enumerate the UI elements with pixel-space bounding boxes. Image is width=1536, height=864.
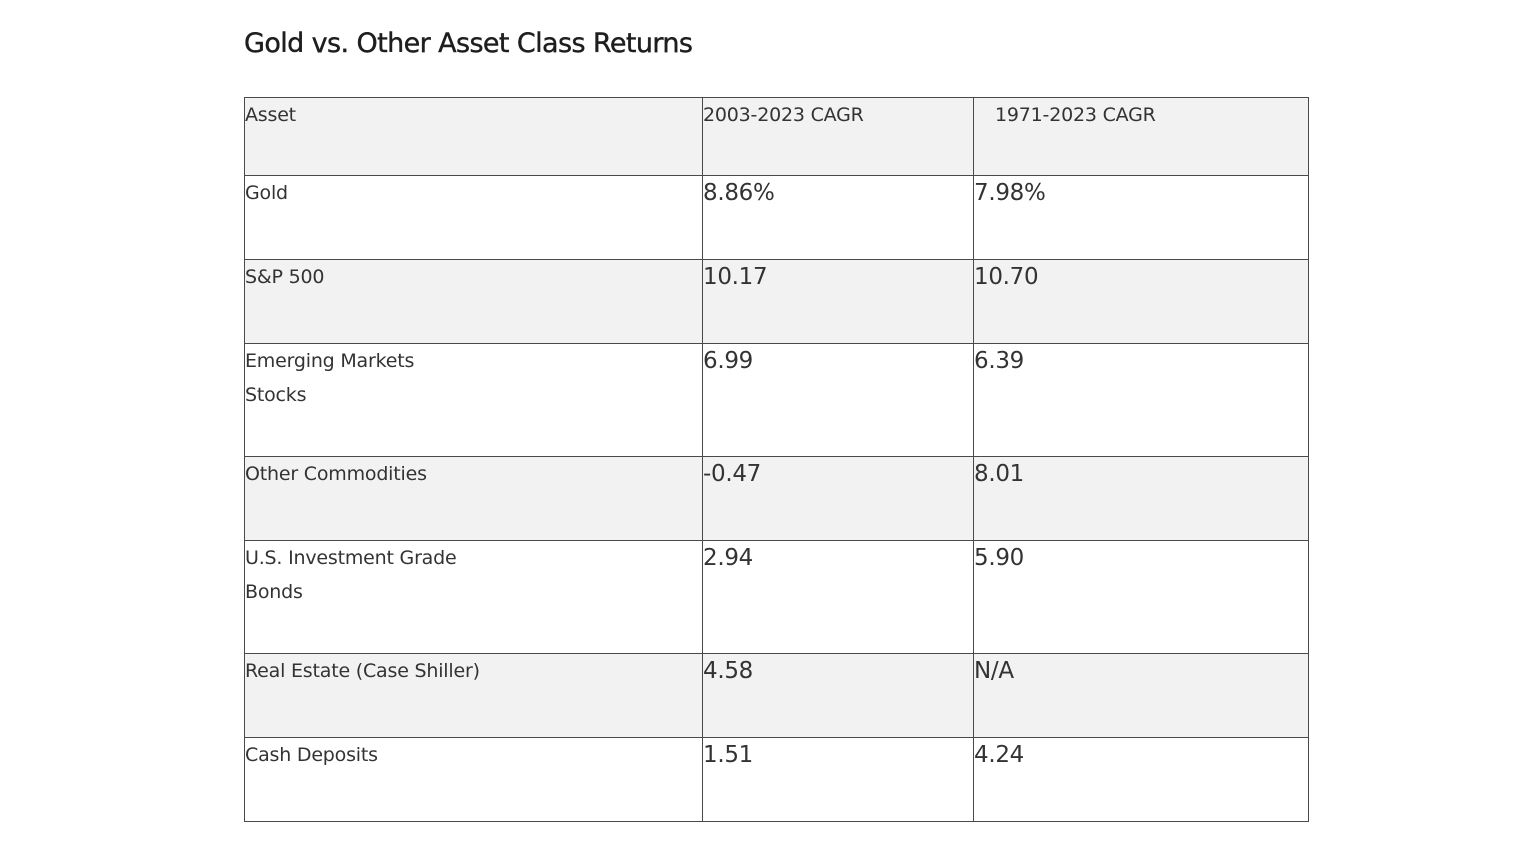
asset-name: Cash Deposits: [245, 744, 378, 766]
cagr-value: 8.01: [974, 461, 1025, 487]
header-cell-cagr-1971-2023: 1971-2023 CAGR: [973, 97, 1309, 176]
cagr-2003-2023-cell: 6.99: [702, 343, 974, 457]
cagr-value: 4.58: [703, 658, 754, 684]
cagr-value: 6.39: [974, 348, 1025, 374]
asset-name: Gold: [245, 182, 288, 204]
cagr-2003-2023-cell: 4.58: [702, 653, 974, 738]
header-cagr-2003-2023-label: 2003-2023 CAGR: [703, 104, 864, 126]
header-cell-cagr-2003-2023: 2003-2023 CAGR: [702, 97, 974, 176]
cagr-value: 10.17: [703, 264, 768, 290]
cagr-1971-2023-cell: 5.90: [973, 540, 1309, 654]
asset-name: S&P 500: [245, 266, 325, 288]
cagr-2003-2023-cell: 1.51: [702, 737, 974, 822]
header-cagr-1971-2023-label: 1971-2023 CAGR: [995, 104, 1156, 126]
table-row: Gold 8.86% 7.98%: [244, 175, 1309, 260]
asset-returns-table: Asset 2003-2023 CAGR 1971-2023 CAGR Gold…: [244, 97, 1309, 822]
cagr-value: 5.90: [974, 545, 1025, 571]
asset-cell: Cash Deposits: [244, 737, 703, 822]
cagr-2003-2023-cell: 10.17: [702, 259, 974, 344]
asset-cell: S&P 500: [244, 259, 703, 344]
asset-name-line-1: Emerging Markets: [245, 350, 415, 372]
header-cell-asset: Asset: [244, 97, 703, 176]
asset-cell: Gold: [244, 175, 703, 260]
cagr-2003-2023-cell: 8.86%: [702, 175, 974, 260]
table-header-row: Asset 2003-2023 CAGR 1971-2023 CAGR: [244, 97, 1309, 176]
cagr-1971-2023-cell: 6.39: [973, 343, 1309, 457]
asset-name: Real Estate (Case Shiller): [245, 660, 480, 682]
cagr-value: N/A: [974, 658, 1014, 684]
cagr-2003-2023-cell: -0.47: [702, 456, 974, 541]
cagr-1971-2023-cell: N/A: [973, 653, 1309, 738]
asset-name-line-2: Stocks: [245, 384, 307, 406]
cagr-value: 6.99: [703, 348, 754, 374]
cagr-1971-2023-cell: 8.01: [973, 456, 1309, 541]
cagr-value: 7.98%: [974, 180, 1046, 206]
asset-cell: Emerging Markets Stocks: [244, 343, 703, 457]
cagr-value: 4.24: [974, 742, 1025, 768]
asset-name: Other Commodities: [245, 463, 427, 485]
header-asset-label: Asset: [245, 104, 296, 126]
table-row: Real Estate (Case Shiller) 4.58 N/A: [244, 653, 1309, 738]
asset-name-line-2: Bonds: [245, 581, 303, 603]
cagr-value: -0.47: [703, 461, 762, 487]
cagr-1971-2023-cell: 4.24: [973, 737, 1309, 822]
cagr-value: 2.94: [703, 545, 754, 571]
cagr-value: 1.51: [703, 742, 754, 768]
asset-cell: U.S. Investment Grade Bonds: [244, 540, 703, 654]
table-row: U.S. Investment Grade Bonds 2.94 5.90: [244, 540, 1309, 654]
cagr-1971-2023-cell: 10.70: [973, 259, 1309, 344]
cagr-value: 10.70: [974, 264, 1039, 290]
cagr-2003-2023-cell: 2.94: [702, 540, 974, 654]
cagr-1971-2023-cell: 7.98%: [973, 175, 1309, 260]
asset-cell: Real Estate (Case Shiller): [244, 653, 703, 738]
table-row: Cash Deposits 1.51 4.24: [244, 737, 1309, 822]
page-title: Gold vs. Other Asset Class Returns: [244, 28, 693, 59]
table-row: Emerging Markets Stocks 6.99 6.39: [244, 343, 1309, 457]
asset-name-line-1: U.S. Investment Grade: [245, 547, 457, 569]
table-row: S&P 500 10.17 10.70: [244, 259, 1309, 344]
cagr-value: 8.86%: [703, 180, 775, 206]
table-row: Other Commodities -0.47 8.01: [244, 456, 1309, 541]
asset-cell: Other Commodities: [244, 456, 703, 541]
